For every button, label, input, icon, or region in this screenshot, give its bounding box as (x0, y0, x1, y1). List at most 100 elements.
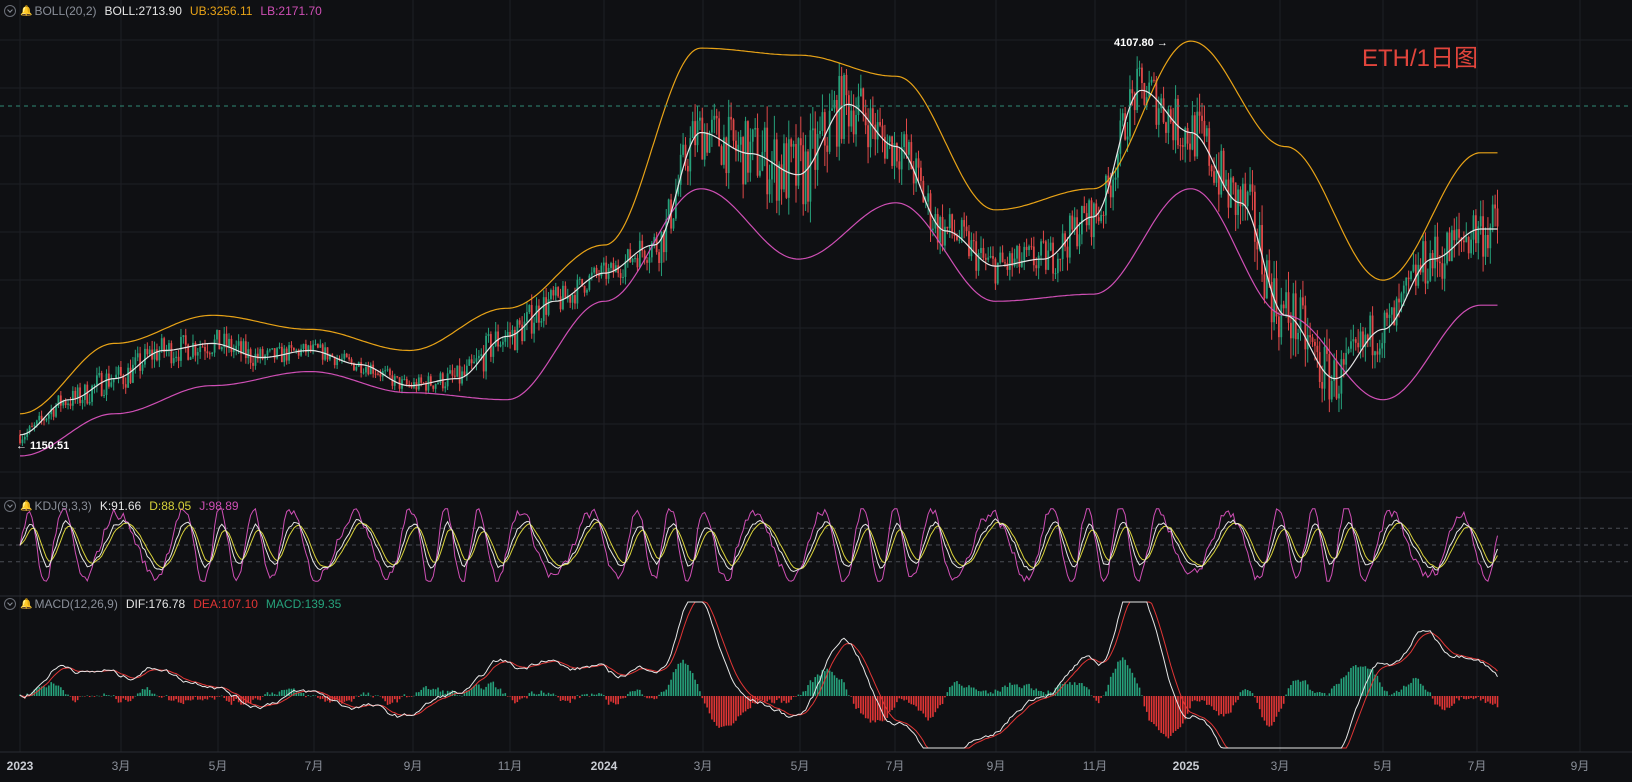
macd-bar (970, 687, 973, 696)
macd-bar (184, 696, 187, 701)
macd-bar (982, 690, 985, 696)
boll-indicator-name[interactable]: BOLL(20,2) (34, 4, 97, 18)
macd-bar (1189, 696, 1191, 709)
candle-body (1426, 280, 1429, 284)
candle-body (273, 348, 276, 359)
macd-bar (869, 696, 872, 723)
candle-body (1400, 293, 1403, 303)
candle-body (533, 322, 536, 334)
candle-body (626, 249, 629, 262)
macd-bar (864, 696, 867, 719)
candle-body (905, 134, 908, 155)
candle-body (1210, 165, 1213, 172)
macd-bar (903, 696, 905, 701)
candle-body (95, 375, 98, 385)
candle-body (799, 138, 802, 146)
candle-body (1001, 252, 1004, 263)
candle-body (963, 220, 966, 227)
candle-body (845, 74, 848, 96)
candle-body (828, 110, 831, 152)
collapse-toggle-icon[interactable] (4, 598, 16, 610)
macd-bar (76, 696, 79, 701)
candle-body (1302, 297, 1304, 306)
macd-bar (915, 696, 917, 707)
candle-body (530, 305, 533, 334)
candle-body (329, 354, 331, 360)
candle-body (855, 115, 857, 135)
candle-body (641, 240, 644, 251)
macd-bar (948, 687, 951, 696)
macd-bar (446, 690, 449, 696)
candle-body (514, 329, 516, 351)
boll-upper-value: UB:3256.11 (189, 4, 253, 18)
candle-body (408, 384, 411, 386)
candle-body (975, 241, 978, 271)
candle-body (319, 344, 322, 348)
macd-bar (643, 696, 646, 697)
candle-body (434, 384, 437, 389)
macd-bar (132, 696, 134, 699)
candle-body (1294, 293, 1297, 340)
macd-bar (732, 696, 735, 724)
kdj-j-line (19, 507, 1498, 583)
macd-bar (963, 687, 965, 696)
candle-body (576, 279, 579, 304)
macd-bar (1417, 678, 1420, 696)
macd-bar (1059, 683, 1062, 696)
candle-body (480, 354, 483, 356)
macd-bar (617, 696, 620, 705)
candle-body (785, 143, 788, 198)
candle-body (304, 343, 307, 353)
macd-bar (905, 696, 908, 700)
macd-bar (1350, 667, 1352, 696)
x-axis-tick-label: 2024 (591, 759, 618, 773)
macd-bar (977, 690, 980, 696)
candle-body (958, 239, 961, 241)
macd-bar (701, 696, 704, 699)
macd-bar (285, 689, 288, 696)
macd-bar (958, 684, 961, 696)
macd-bar (84, 696, 86, 697)
candle-body (1381, 343, 1384, 349)
macd-bar (264, 694, 266, 696)
boll-lower-line (20, 188, 1498, 457)
candle-body (804, 151, 807, 205)
candle-body (276, 348, 278, 359)
macd-bar (1244, 689, 1247, 696)
macd-bar (1054, 687, 1057, 696)
collapse-toggle-icon[interactable] (4, 5, 16, 17)
macd-bar (684, 663, 687, 696)
macd-bar (384, 696, 386, 702)
macd-bar (679, 662, 682, 696)
macd-bar (800, 695, 802, 696)
candle-body (300, 348, 302, 356)
candle-body (57, 395, 60, 406)
alert-bell-icon[interactable]: 🔔 (20, 500, 33, 512)
candle-body (679, 154, 682, 185)
candle-body (720, 146, 723, 165)
candle-body (122, 375, 125, 385)
collapse-toggle-icon[interactable] (4, 500, 16, 512)
candle-body (1438, 261, 1441, 264)
macd-bar (980, 691, 982, 696)
macd-bar (348, 696, 350, 701)
alert-bell-icon[interactable]: 🔔 (20, 598, 33, 610)
candle-body (350, 359, 353, 363)
macd-indicator-name[interactable]: MACD(12,26,9) (34, 597, 118, 611)
candle-body (535, 305, 538, 323)
macd-bar (1037, 690, 1040, 696)
kdj-indicator-name[interactable]: KDJ(9,3,3) (34, 499, 92, 513)
alert-bell-icon[interactable]: 🔔 (20, 5, 33, 17)
candle-body (290, 345, 293, 348)
candle-body (1078, 234, 1081, 247)
candle-body (1398, 298, 1400, 303)
candle-body (1016, 246, 1018, 259)
candle-body (1047, 250, 1050, 270)
price-pane: 4107.80 → ← 1150.51 (0, 37, 1632, 457)
macd-bar (494, 687, 497, 696)
candle-body (569, 295, 572, 303)
macd-bar (266, 692, 269, 696)
candle-body (192, 342, 194, 358)
macd-bar (324, 696, 326, 702)
